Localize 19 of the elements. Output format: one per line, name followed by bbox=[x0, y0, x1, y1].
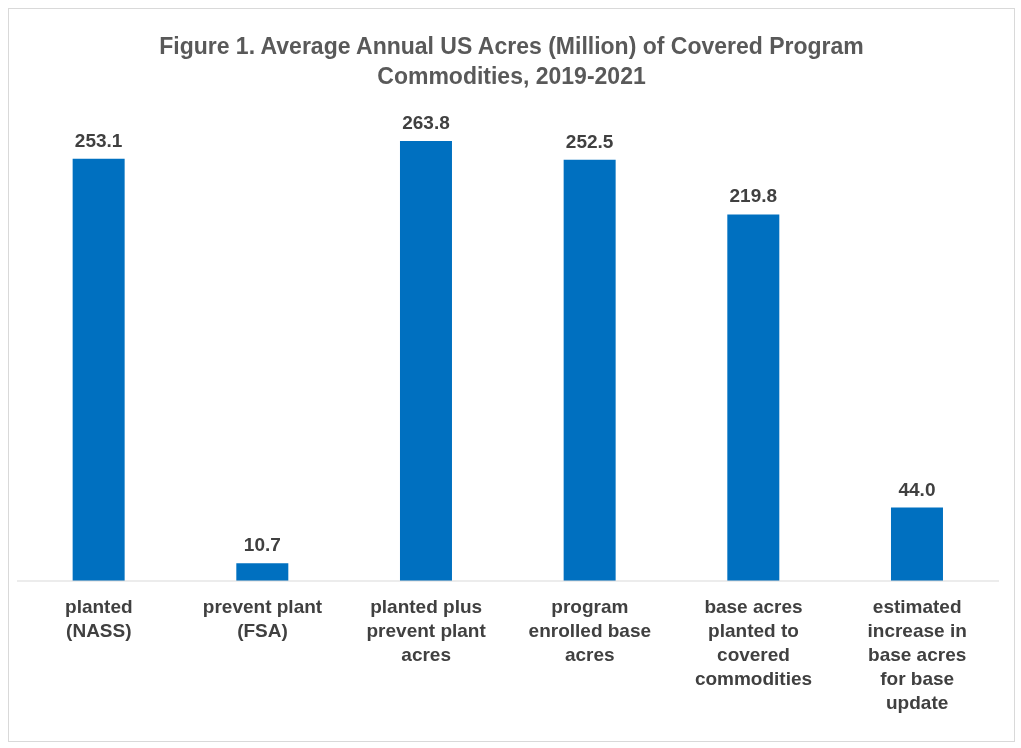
x-tick-label: planted plus prevent plant acres bbox=[366, 596, 487, 665]
data-label: 44.0 bbox=[898, 478, 936, 500]
bar bbox=[399, 141, 452, 581]
bar bbox=[727, 214, 780, 581]
x-tick-label: estimated increase in base acres for base update bbox=[867, 596, 967, 713]
x-tick-label: program enrolled base acres bbox=[528, 596, 652, 665]
chart-title: Figure 1. Average Annual US Acres (Million) of Covered Program Commodities, 2019-2021 bbox=[158, 32, 865, 91]
x-tick-label: prevent plant (FSA) bbox=[202, 596, 323, 641]
data-label: 263.8 bbox=[402, 112, 450, 133]
bar bbox=[563, 159, 616, 581]
data-label: 219.8 bbox=[729, 185, 778, 207]
bar bbox=[236, 563, 289, 581]
bar bbox=[72, 158, 125, 581]
data-label: 252.5 bbox=[565, 130, 614, 152]
data-label: 253.1 bbox=[74, 129, 123, 151]
bar bbox=[890, 507, 943, 581]
x-tick-label: base acres planted to covered commodities bbox=[694, 596, 813, 689]
x-tick-label: planted (NASS) bbox=[65, 596, 133, 641]
data-label: 10.7 bbox=[243, 534, 281, 556]
